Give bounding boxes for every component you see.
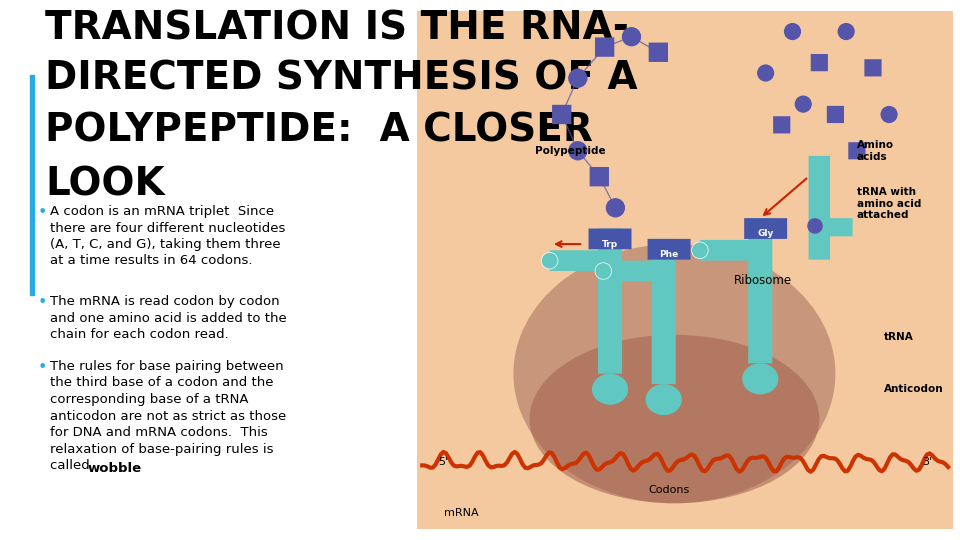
Text: •: • <box>38 360 47 375</box>
Text: Codons: Codons <box>648 485 689 495</box>
Text: POLYPEPTIDE:  A CLOSER: POLYPEPTIDE: A CLOSER <box>45 112 592 150</box>
FancyBboxPatch shape <box>588 228 632 249</box>
FancyBboxPatch shape <box>550 251 610 271</box>
FancyBboxPatch shape <box>652 239 676 384</box>
FancyBboxPatch shape <box>744 218 787 239</box>
Ellipse shape <box>514 244 835 503</box>
Text: tRNA with
amino acid
attached: tRNA with amino acid attached <box>857 187 922 220</box>
Text: Phe: Phe <box>660 250 679 259</box>
Text: A codon is an mRNA triplet  Since
there are four different nucleotides
(A, T, C,: A codon is an mRNA triplet Since there a… <box>50 205 285 267</box>
Bar <box>417 11 953 529</box>
Ellipse shape <box>645 384 682 415</box>
Ellipse shape <box>592 374 628 405</box>
Text: wobble: wobble <box>87 462 141 475</box>
Text: DIRECTED SYNTHESIS OF A: DIRECTED SYNTHESIS OF A <box>45 60 637 98</box>
FancyBboxPatch shape <box>849 142 866 159</box>
Text: .: . <box>119 462 123 475</box>
Ellipse shape <box>530 335 819 503</box>
FancyBboxPatch shape <box>648 239 690 260</box>
FancyBboxPatch shape <box>552 105 571 124</box>
Text: The mRNA is read codon by codon
and one amino acid is added to the
chain for eac: The mRNA is read codon by codon and one … <box>50 295 287 341</box>
Ellipse shape <box>880 106 898 123</box>
Text: •: • <box>38 205 47 220</box>
FancyBboxPatch shape <box>748 218 773 363</box>
FancyBboxPatch shape <box>815 218 852 237</box>
Text: •: • <box>38 295 47 310</box>
Ellipse shape <box>606 198 625 218</box>
Text: tRNA: tRNA <box>884 333 914 342</box>
FancyBboxPatch shape <box>811 54 828 71</box>
Text: Polypeptide: Polypeptide <box>535 146 606 156</box>
FancyBboxPatch shape <box>827 106 844 123</box>
Bar <box>30 75 34 295</box>
FancyBboxPatch shape <box>603 261 663 281</box>
Text: mRNA: mRNA <box>444 509 478 518</box>
Ellipse shape <box>622 27 641 46</box>
Ellipse shape <box>807 218 823 234</box>
Text: Gly: Gly <box>757 229 774 238</box>
Ellipse shape <box>795 96 812 113</box>
Ellipse shape <box>691 242 708 259</box>
FancyBboxPatch shape <box>589 167 609 186</box>
Ellipse shape <box>595 263 612 279</box>
Text: The rules for base pairing between
the third base of a codon and the
correspondi: The rules for base pairing between the t… <box>50 360 286 472</box>
FancyBboxPatch shape <box>773 116 790 133</box>
Text: Trp: Trp <box>602 240 618 248</box>
FancyBboxPatch shape <box>864 59 881 77</box>
FancyBboxPatch shape <box>649 43 668 62</box>
Ellipse shape <box>568 141 588 160</box>
Ellipse shape <box>757 64 774 82</box>
Ellipse shape <box>541 252 558 269</box>
Text: 5': 5' <box>439 457 448 467</box>
FancyBboxPatch shape <box>700 240 760 261</box>
Text: LOOK: LOOK <box>45 165 164 203</box>
Text: Amino
acids: Amino acids <box>857 140 894 162</box>
Ellipse shape <box>742 363 779 394</box>
Ellipse shape <box>837 23 854 40</box>
Ellipse shape <box>568 69 588 88</box>
Text: Anticodon: Anticodon <box>884 384 944 394</box>
FancyBboxPatch shape <box>598 228 622 374</box>
Ellipse shape <box>784 23 801 40</box>
Text: 3': 3' <box>922 457 932 467</box>
FancyBboxPatch shape <box>595 37 614 57</box>
Text: TRANSLATION IS THE RNA-: TRANSLATION IS THE RNA- <box>45 10 629 48</box>
FancyBboxPatch shape <box>808 156 830 260</box>
Text: Ribosome: Ribosome <box>733 274 792 287</box>
